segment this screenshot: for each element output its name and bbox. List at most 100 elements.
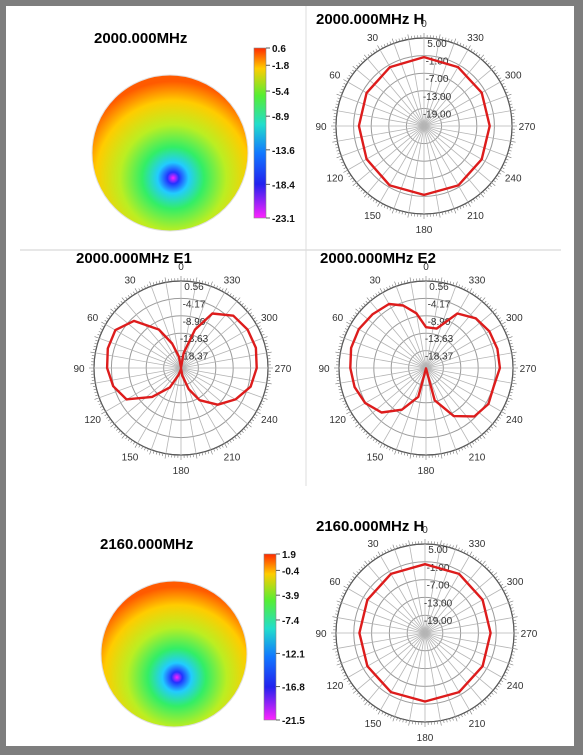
grid-spoke	[180, 367, 197, 454]
grid-spoke	[350, 367, 427, 412]
grid-spoke	[424, 555, 470, 634]
outer-tick	[400, 451, 403, 455]
outer-tick	[401, 37, 404, 41]
grid-spoke	[424, 632, 494, 691]
outer-tick	[155, 281, 158, 285]
outer-tick	[507, 666, 511, 668]
outer-tick	[469, 551, 473, 557]
outer-tick	[499, 320, 503, 323]
outer-tick	[508, 663, 514, 666]
outer-tick	[398, 210, 401, 214]
outer-tick	[443, 719, 445, 724]
outer-tick	[486, 303, 489, 306]
grid-spoke	[340, 367, 427, 384]
outer-tick	[356, 184, 359, 188]
outer-tick	[450, 39, 453, 43]
outer-tick	[511, 613, 516, 615]
outer-tick	[134, 443, 138, 448]
outer-tick	[492, 572, 498, 577]
outer-tick	[218, 286, 221, 290]
ring-label: -7.00	[426, 74, 449, 85]
outer-tick	[334, 613, 339, 615]
outer-tick	[342, 671, 346, 674]
outer-tick	[362, 58, 366, 61]
outer-tick	[404, 36, 406, 40]
outer-tick	[365, 432, 369, 436]
outer-tick	[144, 447, 146, 451]
outer-tick	[101, 325, 105, 328]
outer-tick	[498, 172, 502, 175]
angle-label: 300	[505, 71, 522, 82]
outer-tick	[463, 712, 466, 716]
outer-tick	[95, 394, 99, 397]
angle-label: 240	[261, 415, 278, 426]
outer-tick	[477, 558, 480, 562]
outer-tick	[397, 282, 400, 286]
chart-title: 2160.000MHz	[100, 536, 193, 553]
angle-label: 150	[367, 452, 384, 463]
outer-tick	[147, 284, 149, 288]
outer-tick	[226, 291, 229, 295]
outer-tick	[334, 144, 338, 146]
outer-tick	[440, 277, 443, 283]
grid-spoke	[425, 292, 470, 369]
colorbar-label: -7.4	[282, 616, 300, 627]
outer-tick	[360, 189, 364, 192]
grid-spoke	[425, 367, 483, 435]
outer-tick	[263, 339, 267, 342]
outer-tick	[504, 88, 508, 91]
outer-tick	[370, 558, 373, 562]
outer-tick	[477, 704, 480, 708]
grid-spoke	[408, 125, 425, 213]
ring-label: -13.63	[180, 334, 209, 345]
grid-spoke	[337, 125, 425, 142]
colorbar-label: -8.9	[272, 112, 290, 123]
grid-spoke	[423, 39, 440, 127]
outer-tick	[343, 585, 349, 589]
outer-tick	[377, 202, 381, 207]
outer-tick	[458, 715, 460, 719]
ring-label: 5.00	[427, 39, 447, 50]
outer-tick	[118, 430, 121, 433]
outer-tick	[491, 65, 496, 70]
outer-tick	[387, 548, 390, 552]
outer-tick	[479, 702, 482, 706]
outer-tick	[339, 342, 343, 345]
outer-tick	[375, 293, 378, 297]
grid-spoke	[380, 632, 426, 711]
chart-title: 2000.000MHz E2	[320, 250, 436, 267]
outer-tick	[406, 279, 409, 283]
outer-tick	[399, 544, 401, 548]
grid-spoke	[114, 367, 182, 425]
outer-tick	[492, 423, 497, 428]
outer-tick	[266, 348, 270, 351]
outer-tick	[361, 305, 364, 308]
outer-tick	[241, 303, 244, 306]
angle-label: 0	[421, 19, 427, 30]
outer-tick	[482, 58, 486, 61]
outer-tick	[251, 418, 254, 422]
colorbar-label: 1.9	[282, 550, 296, 561]
outer-tick	[337, 152, 341, 155]
outer-tick	[407, 212, 410, 218]
outer-tick	[127, 295, 131, 298]
outer-tick	[503, 674, 507, 677]
outer-tick	[381, 711, 384, 715]
outer-tick	[121, 297, 126, 302]
outer-tick	[363, 54, 368, 59]
outer-tick	[408, 540, 410, 546]
grid-spoke	[124, 301, 182, 369]
angle-label: 150	[364, 211, 381, 222]
grid-spoke	[424, 617, 513, 634]
outer-tick	[195, 277, 198, 283]
angle-label: 240	[506, 415, 523, 426]
outer-tick	[266, 385, 270, 388]
outer-tick	[161, 453, 164, 457]
grid-spoke	[356, 632, 426, 691]
outer-tick	[354, 421, 358, 424]
outer-tick	[360, 696, 364, 700]
outer-tick	[483, 432, 487, 436]
outer-tick	[395, 39, 398, 43]
colorbar-label: -23.1	[272, 214, 295, 225]
outer-tick	[195, 453, 198, 459]
